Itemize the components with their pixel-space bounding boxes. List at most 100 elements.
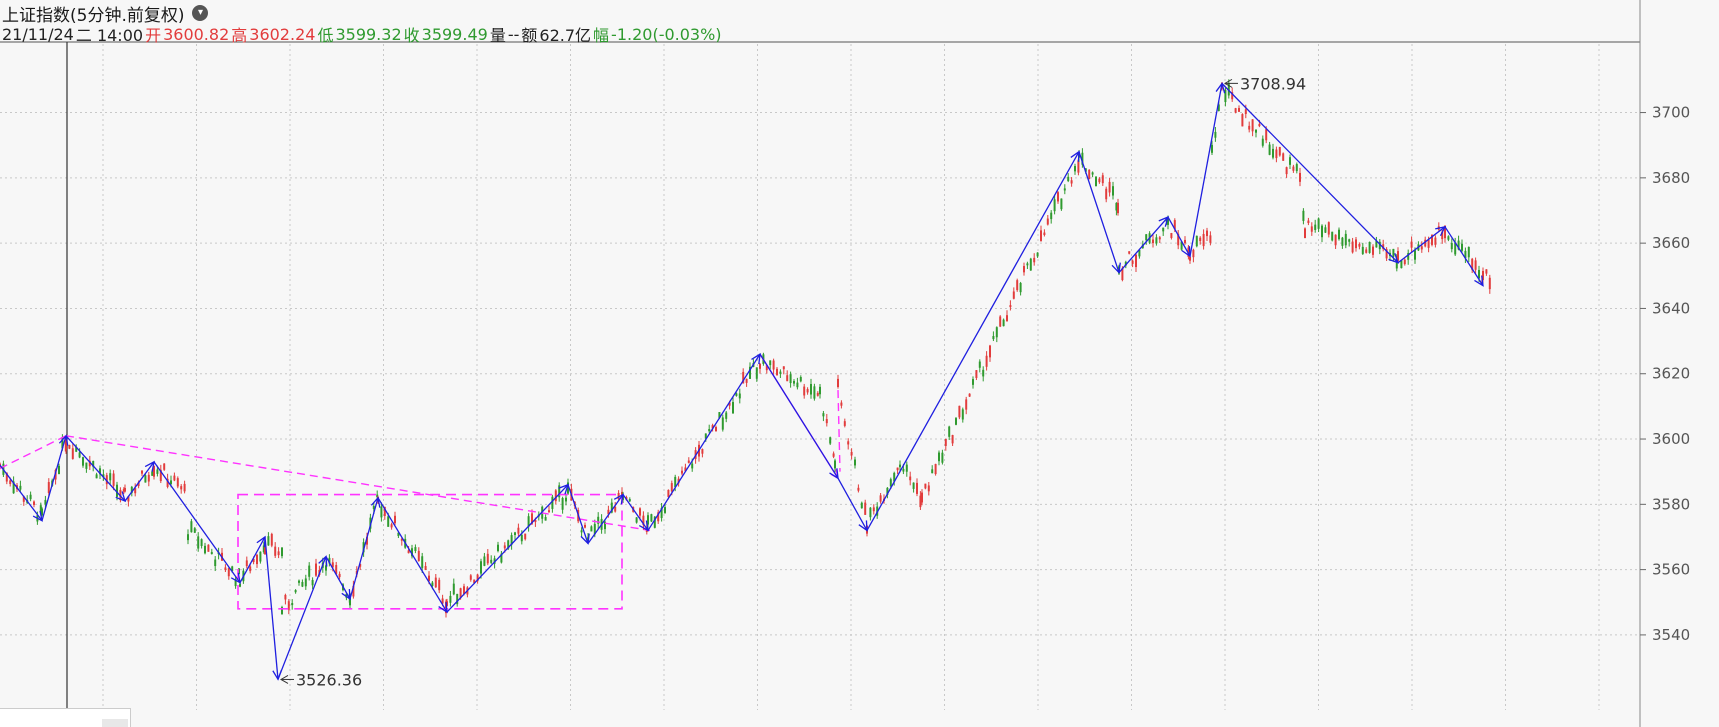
candle-body	[517, 527, 520, 534]
bottom-scrollbar[interactable]	[0, 708, 131, 727]
candle-body	[829, 437, 832, 444]
zigzag-segment	[377, 497, 448, 613]
candle-body	[441, 598, 444, 604]
zigzag-segment	[1444, 226, 1484, 286]
candle-body	[796, 382, 799, 388]
candle-body	[955, 418, 957, 425]
candle-body	[1302, 210, 1305, 221]
candle-body	[1077, 160, 1080, 173]
price-annotations: 3708.94 3526.36	[279, 74, 1306, 689]
candle-body	[687, 460, 690, 463]
candle-body	[822, 413, 825, 417]
candle-body	[92, 460, 95, 467]
candle-body	[1167, 218, 1169, 225]
candle-body	[99, 468, 101, 475]
candle-body	[1403, 259, 1406, 265]
candle-body	[1026, 263, 1029, 266]
candle-body	[650, 514, 653, 522]
candle-body	[1101, 175, 1104, 184]
candle-body	[927, 485, 930, 492]
candle-body	[127, 496, 130, 502]
candle-body	[1289, 157, 1291, 165]
candle-body	[816, 392, 819, 396]
candle-body	[1457, 240, 1460, 250]
candle-body	[428, 575, 430, 582]
candle-body	[311, 579, 314, 586]
price-axis: 3540 3560 3580 3600 3620 3640 3660 3680 3700	[1639, 0, 1690, 727]
candle-body	[1248, 125, 1251, 130]
scroll-grip[interactable]	[102, 719, 128, 727]
candle-body	[1334, 234, 1337, 246]
candle-body	[490, 559, 493, 563]
candle-body	[328, 557, 331, 564]
date-value: 21/11/24	[2, 24, 74, 44]
candle-body	[789, 374, 792, 384]
candle-body	[1206, 230, 1208, 237]
candle-body	[22, 496, 25, 502]
candle-body	[245, 560, 248, 567]
candle-body	[259, 551, 262, 562]
candle-body	[204, 545, 206, 554]
annotation-label: 3708.94	[1240, 74, 1306, 93]
candle-body	[711, 425, 714, 429]
zigzag-segment	[837, 477, 868, 531]
candle-body	[411, 548, 413, 557]
candle-body	[1454, 242, 1457, 255]
amount-label: 额	[521, 26, 538, 45]
tick-label: 3660	[1652, 234, 1690, 252]
candle-body	[664, 507, 666, 513]
candle-body	[166, 478, 169, 487]
candle-body	[1299, 172, 1301, 182]
candle-body	[197, 536, 200, 549]
candle-body	[961, 409, 964, 420]
amount-value: 62.7亿	[539, 26, 592, 45]
candle-body	[1464, 250, 1467, 259]
candle-body	[1372, 246, 1374, 255]
candle-body	[1321, 225, 1323, 238]
candle-body	[122, 489, 125, 492]
candle-body	[163, 463, 166, 470]
candle-body	[510, 535, 513, 545]
candle-body	[657, 512, 660, 522]
candle-body	[1447, 236, 1450, 240]
candle-body	[909, 476, 912, 481]
candle-body	[507, 540, 510, 549]
zigzag-segment	[1397, 226, 1446, 264]
candle-body	[745, 378, 748, 383]
candle-body	[715, 427, 717, 432]
chevron-down-icon[interactable]: ▾	[192, 5, 209, 21]
candle-body	[1400, 260, 1403, 269]
candle-body	[590, 526, 593, 532]
candle-body	[1365, 249, 1368, 253]
tick-label: 3620	[1652, 365, 1690, 383]
candle-body	[893, 472, 896, 482]
candle-body	[1261, 138, 1264, 146]
candle-body	[1272, 148, 1274, 158]
candle-body	[755, 367, 758, 379]
candle-body	[857, 487, 860, 491]
candle-body	[281, 547, 283, 557]
candle-body	[116, 484, 118, 497]
candle-body	[1060, 198, 1063, 210]
candle-body	[1351, 241, 1354, 253]
candle-body	[44, 499, 47, 505]
candle-body	[1450, 243, 1453, 250]
candle-body	[1368, 241, 1371, 253]
candle-body	[141, 470, 143, 474]
candle-body	[239, 583, 241, 587]
candle-body	[1385, 249, 1388, 259]
change-value: -1.20(-0.03%)	[611, 24, 722, 44]
candle-body	[376, 494, 379, 498]
candle-body	[390, 524, 393, 528]
candle-body	[951, 435, 954, 444]
candle-body	[1478, 269, 1480, 279]
candle-body	[1135, 254, 1137, 268]
candle-body	[1217, 104, 1220, 111]
candle-body	[1067, 176, 1070, 181]
candle-body	[1117, 202, 1119, 214]
zigzag-segment	[622, 494, 649, 531]
tick-label: 3600	[1652, 430, 1690, 448]
candle-body	[738, 393, 741, 399]
candle-body	[1138, 249, 1141, 257]
